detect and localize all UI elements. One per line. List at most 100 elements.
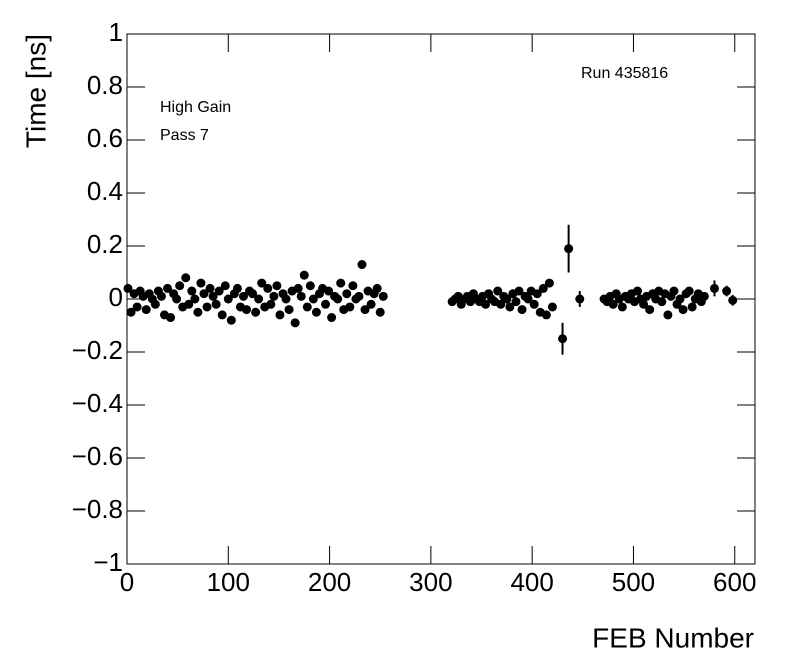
data-point — [163, 283, 173, 293]
data-point — [336, 278, 346, 288]
data-point — [345, 302, 355, 312]
data-point — [617, 302, 627, 312]
annotation: Run 435816 — [581, 65, 668, 82]
data-point — [496, 299, 506, 309]
data-point — [220, 281, 230, 291]
data-point — [275, 310, 285, 320]
data-point — [657, 297, 667, 307]
data-point — [199, 289, 209, 299]
x-tick-label: 200 — [308, 567, 351, 597]
data-point — [196, 278, 206, 288]
data-point — [342, 289, 352, 299]
data-point — [699, 291, 709, 301]
data-point — [511, 297, 521, 307]
y-tick-label: 0 — [109, 282, 123, 312]
data-point — [263, 283, 273, 293]
data-point — [675, 294, 685, 304]
y-tick-label: 0.4 — [87, 176, 123, 206]
data-point — [348, 281, 358, 291]
data-point — [728, 295, 738, 305]
data-point — [187, 286, 197, 296]
data-point — [175, 281, 185, 291]
x-tick-label: 600 — [713, 567, 756, 597]
data-point — [354, 291, 364, 301]
annotation: High Gain — [160, 99, 231, 116]
annotation: Pass 7 — [160, 127, 209, 144]
data-point — [156, 291, 166, 301]
data-point — [242, 305, 252, 315]
data-point — [324, 286, 334, 296]
data-point — [532, 289, 542, 299]
data-point — [254, 294, 264, 304]
x-tick-label: 500 — [612, 567, 655, 597]
y-tick-label: 0.6 — [87, 123, 123, 153]
y-tick-label: 0.8 — [87, 70, 123, 100]
data-point — [378, 291, 388, 301]
data-point — [529, 299, 539, 309]
data-point — [633, 286, 643, 296]
data-point — [575, 294, 585, 304]
data-point — [608, 299, 618, 309]
x-tick-label: 300 — [409, 567, 452, 597]
data-point — [172, 294, 182, 304]
data-point — [302, 302, 312, 312]
y-tick-label: 0.2 — [87, 229, 123, 259]
data-point — [481, 299, 491, 309]
data-point — [281, 294, 291, 304]
y-tick-label: −0.6 — [72, 441, 123, 471]
data-point — [202, 302, 212, 312]
data-point — [184, 299, 194, 309]
x-tick-label: 0 — [120, 567, 134, 597]
data-point — [517, 305, 527, 315]
data-point — [360, 305, 370, 315]
data-point — [251, 307, 261, 317]
data-point — [544, 278, 554, 288]
data-point — [284, 305, 294, 315]
data-point — [150, 299, 160, 309]
data-point — [502, 294, 512, 304]
data-point — [663, 310, 673, 320]
data-point — [205, 283, 215, 293]
data-point — [547, 302, 557, 312]
data-point — [214, 286, 224, 296]
data-point — [687, 302, 697, 312]
data-point — [123, 283, 133, 293]
data-point — [493, 286, 503, 296]
x-tick-label: 100 — [207, 567, 250, 597]
data-point — [193, 307, 203, 317]
x-tick-label: 400 — [510, 567, 553, 597]
data-point — [296, 291, 306, 301]
data-point — [132, 302, 142, 312]
data-point — [208, 291, 218, 301]
data-point — [505, 302, 515, 312]
x-axis-title: FEB Number — [592, 622, 754, 653]
data-point — [366, 299, 376, 309]
data-point — [226, 315, 236, 325]
data-point — [327, 313, 337, 323]
data-point — [166, 313, 176, 323]
data-point — [190, 294, 200, 304]
data-point — [357, 260, 367, 270]
data-point — [709, 283, 719, 293]
data-point — [372, 283, 382, 293]
data-point — [217, 310, 227, 320]
y-axis-title: Time [ns] — [20, 34, 51, 148]
data-point — [181, 273, 191, 283]
data-point — [321, 299, 331, 309]
data-point — [308, 294, 318, 304]
data-point — [523, 294, 533, 304]
data-point — [558, 334, 568, 344]
data-point — [126, 307, 136, 317]
data-point — [293, 283, 303, 293]
data-point — [311, 307, 321, 317]
y-tick-label: 1 — [109, 17, 123, 47]
data-point — [248, 289, 258, 299]
data-point — [333, 294, 343, 304]
data-point — [669, 286, 679, 296]
y-tick-label: −0.2 — [72, 335, 123, 365]
data-point — [541, 310, 551, 320]
data-point — [211, 299, 221, 309]
data-point — [299, 270, 309, 280]
data-point — [266, 299, 276, 309]
data-point — [290, 318, 300, 328]
